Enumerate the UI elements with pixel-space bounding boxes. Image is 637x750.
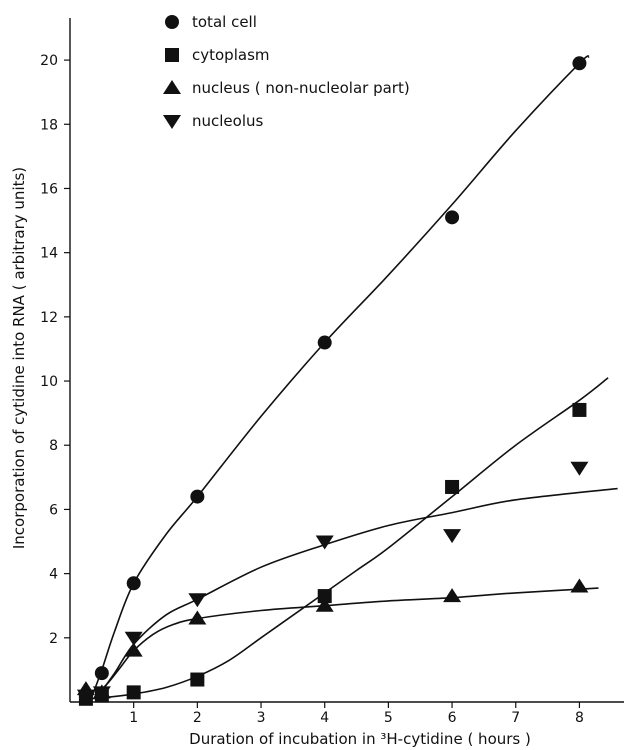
x-axis-label: Duration of incubation in ³H-cytidine ( … (189, 730, 531, 748)
y-tick-label: 14 (40, 246, 58, 262)
legend: total cell cytoplasm nucleus ( non-nucleol… (163, 13, 410, 130)
point-circle (572, 56, 587, 71)
axes (69, 18, 624, 703)
point-square (445, 479, 460, 494)
y-tick-label: 6 (49, 502, 58, 518)
point-triangle-down (124, 631, 143, 646)
y-tick-label: 18 (40, 117, 58, 133)
point-triangle-down (92, 686, 111, 701)
point-triangle-down (188, 593, 207, 608)
legend-marker-circle (165, 15, 179, 29)
point-triangle-up (443, 588, 462, 603)
point-circle (190, 489, 205, 504)
x-tick-label: 1 (129, 710, 138, 726)
y-tick-label: 16 (40, 181, 58, 197)
x-tick-label: 5 (384, 710, 393, 726)
y-axis-label: Incorporation of cytidine into RNA ( arb… (10, 167, 28, 549)
x-tick-label: 4 (320, 710, 329, 726)
y-tick-label: 20 (40, 53, 58, 69)
point-triangle-down (76, 689, 95, 704)
legend-label: cytoplasm (192, 46, 270, 64)
x-tick-label: 6 (448, 710, 457, 726)
y-tick-label: 10 (40, 374, 58, 390)
point-triangle-up (570, 578, 589, 593)
point-triangle-up (124, 642, 143, 657)
point-square (190, 672, 205, 687)
y-tick-label: 4 (49, 567, 58, 583)
data-markers (76, 56, 589, 706)
legend-label: nucleolus (192, 112, 264, 130)
legend-marker-triangle-up (163, 80, 181, 94)
x-tick-label: 8 (575, 710, 584, 726)
point-circle (445, 210, 460, 225)
point-triangle-up (315, 597, 334, 612)
y-tick-label: 12 (40, 310, 58, 326)
x-tick-label: 3 (257, 710, 266, 726)
curve-square (89, 377, 609, 700)
point-square (126, 685, 141, 700)
curve-triangle-up (94, 587, 599, 697)
point-circle (94, 666, 109, 681)
legend-label: total cell (192, 13, 257, 31)
y-tick-label: 8 (49, 438, 58, 454)
point-circle (126, 576, 141, 591)
x-tick-label: 2 (193, 710, 202, 726)
point-triangle-down (570, 461, 589, 476)
fit-curves (89, 55, 618, 700)
point-triangle-up (188, 610, 207, 625)
legend-marker-square (165, 48, 179, 62)
x-tick-label: 7 (511, 710, 520, 726)
y-tick-label: 2 (49, 631, 58, 647)
curve-circle (91, 55, 590, 696)
legend-label: nucleus ( non-nucleolar part) (192, 79, 410, 97)
point-square (572, 402, 587, 417)
legend-marker-triangle-down (163, 115, 181, 129)
point-triangle-down (315, 535, 334, 550)
point-square (317, 589, 332, 604)
point-circle (317, 335, 332, 350)
point-triangle-down (443, 529, 462, 544)
